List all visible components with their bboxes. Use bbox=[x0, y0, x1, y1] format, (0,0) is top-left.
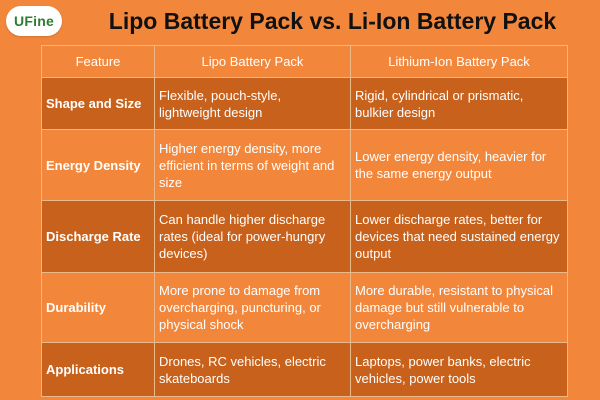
header-feature: Feature bbox=[41, 45, 155, 78]
ufine-logo[interactable]: UFine bbox=[6, 6, 62, 36]
comparison-table: Feature Lipo Battery Pack Lithium-Ion Ba… bbox=[41, 45, 568, 397]
row-liion-cell: Rigid, cylindrical or prismatic, bulkier… bbox=[350, 77, 568, 130]
row-lipo-cell: Flexible, pouch-style, lightweight desig… bbox=[154, 77, 351, 130]
table-header-row: Feature Lipo Battery Pack Lithium-Ion Ba… bbox=[41, 45, 568, 78]
row-feature: Applications bbox=[41, 342, 155, 397]
row-liion-cell: Laptops, power banks, electric vehicles,… bbox=[350, 342, 568, 397]
row-lipo-cell: Drones, RC vehicles, electric skateboard… bbox=[154, 342, 351, 397]
table-row: Shape and Size Flexible, pouch-style, li… bbox=[41, 77, 568, 130]
row-feature: Energy Density bbox=[41, 129, 155, 201]
logo-text: UFine bbox=[14, 13, 54, 29]
table-row: Durability More prone to damage from ove… bbox=[41, 272, 568, 343]
page-title: Lipo Battery Pack vs. Li-Ion Battery Pac… bbox=[108, 8, 557, 34]
row-feature: Durability bbox=[41, 272, 155, 343]
row-liion-cell: Lower energy density, heavier for the sa… bbox=[350, 129, 568, 201]
header-lipo: Lipo Battery Pack bbox=[154, 45, 351, 78]
row-liion-cell: More durable, resistant to physical dama… bbox=[350, 272, 568, 343]
row-lipo-cell: Higher energy density, more efficient in… bbox=[154, 129, 351, 201]
row-liion-cell: Lower discharge rates, better for device… bbox=[350, 200, 568, 273]
header: UFine Lipo Battery Pack vs. Li-Ion Batte… bbox=[0, 0, 600, 44]
row-feature: Shape and Size bbox=[41, 77, 155, 130]
table-row: Applications Drones, RC vehicles, electr… bbox=[41, 342, 568, 397]
header-liion: Lithium-Ion Battery Pack bbox=[350, 45, 568, 78]
row-lipo-cell: More prone to damage from overcharging, … bbox=[154, 272, 351, 343]
row-lipo-cell: Can handle higher discharge rates (ideal… bbox=[154, 200, 351, 273]
row-feature: Discharge Rate bbox=[41, 200, 155, 273]
table-row: Energy Density Higher energy density, mo… bbox=[41, 129, 568, 201]
table-row: Discharge Rate Can handle higher dischar… bbox=[41, 200, 568, 273]
